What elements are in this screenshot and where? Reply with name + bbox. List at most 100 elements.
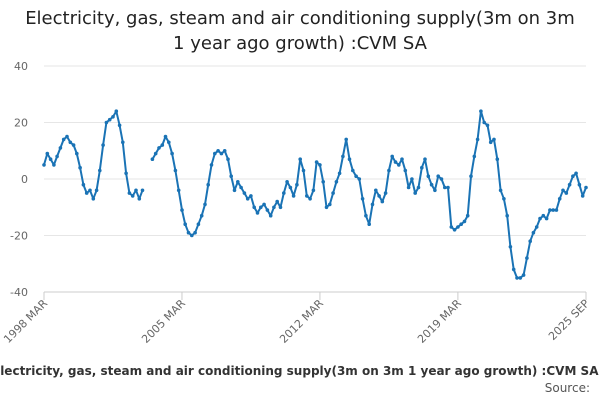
data-point — [236, 180, 240, 184]
x-tick-label: 2019 MAR — [415, 297, 464, 346]
y-tick-label: -40 — [10, 286, 28, 299]
data-point — [259, 205, 263, 210]
data-point — [176, 188, 181, 193]
data-point — [420, 165, 424, 170]
data-point — [511, 267, 516, 272]
data-point — [170, 151, 174, 156]
x-axis: 1998 MAR 2005 MAR 2012 MAR 2019 MAR 2025 SEP — [1, 291, 592, 346]
data-point — [239, 185, 243, 190]
data-point — [416, 185, 421, 190]
data-point — [498, 188, 503, 193]
data-point — [397, 163, 401, 167]
data-point — [242, 191, 247, 195]
data-point — [410, 177, 414, 181]
data-point — [117, 123, 122, 128]
y-tick-label: -20 — [10, 230, 28, 243]
data-point — [584, 185, 588, 190]
data-point — [571, 174, 575, 178]
legend-series-label: Electricity, gas, steam and air conditio… — [0, 364, 599, 378]
data-point — [351, 168, 355, 173]
data-point — [114, 109, 119, 113]
chart-title: Electricity, gas, steam and air conditio… — [25, 8, 575, 54]
y-axis-ticks: 40 20 0 -20 -40 — [10, 60, 28, 299]
data-point — [544, 216, 549, 221]
data-point — [390, 154, 395, 159]
data-point — [328, 202, 332, 207]
data-point — [252, 205, 256, 210]
data-point — [475, 137, 480, 142]
data-point — [554, 208, 559, 212]
data-point — [91, 197, 96, 201]
data-point — [305, 194, 309, 198]
data-point — [104, 120, 109, 125]
data-point — [219, 151, 224, 156]
data-point — [275, 199, 280, 204]
data-point — [167, 140, 171, 145]
data-point — [68, 140, 73, 145]
data-point — [301, 168, 306, 173]
data-point — [525, 256, 529, 260]
data-point — [364, 213, 368, 218]
data-point — [111, 115, 115, 119]
data-point — [71, 143, 76, 147]
data-point — [462, 219, 467, 224]
data-point — [446, 185, 450, 190]
data-point — [528, 239, 532, 243]
data-point — [272, 205, 276, 210]
data-point — [538, 216, 542, 221]
data-point — [58, 146, 63, 150]
data-point — [567, 182, 572, 187]
data-point — [436, 174, 441, 178]
data-point — [311, 188, 316, 193]
data-point — [383, 191, 388, 195]
data-point — [298, 157, 303, 161]
data-point — [134, 188, 138, 193]
data-point — [291, 194, 296, 198]
data-point — [55, 154, 59, 159]
data-point — [193, 230, 197, 235]
data-point — [130, 194, 135, 198]
data-point — [265, 208, 270, 212]
data-point — [180, 208, 184, 212]
data-point — [78, 165, 82, 170]
data-point — [367, 222, 372, 226]
data-point — [213, 151, 217, 156]
data-point — [232, 188, 237, 193]
data-point — [347, 157, 352, 161]
data-point — [485, 123, 490, 128]
data-point — [127, 191, 132, 195]
data-point — [393, 160, 398, 164]
data-point — [308, 197, 312, 201]
data-point — [360, 197, 365, 201]
data-point — [429, 182, 434, 187]
data-point — [439, 177, 444, 181]
data-point — [150, 157, 155, 161]
data-point — [288, 185, 293, 190]
data-point — [48, 157, 53, 161]
data-point — [443, 185, 447, 190]
data-point — [81, 182, 86, 187]
data-point — [94, 188, 99, 193]
y-tick-label: 0 — [21, 173, 28, 186]
data-point — [183, 222, 187, 226]
data-point — [153, 151, 158, 156]
data-point — [216, 149, 220, 153]
data-point — [334, 180, 339, 184]
data-point — [374, 188, 378, 193]
data-point — [229, 174, 233, 178]
data-point — [186, 230, 191, 235]
data-point — [515, 276, 519, 280]
y-tick-label: 40 — [14, 60, 28, 73]
data-point — [245, 197, 250, 201]
data-point — [331, 191, 335, 195]
data-point — [465, 213, 470, 218]
data-point — [268, 213, 273, 218]
data-point — [101, 143, 105, 147]
data-point — [75, 151, 79, 156]
data-point — [472, 154, 477, 159]
series-points — [42, 109, 588, 280]
data-point — [577, 182, 582, 187]
data-point — [492, 137, 496, 142]
data-point — [203, 202, 207, 207]
